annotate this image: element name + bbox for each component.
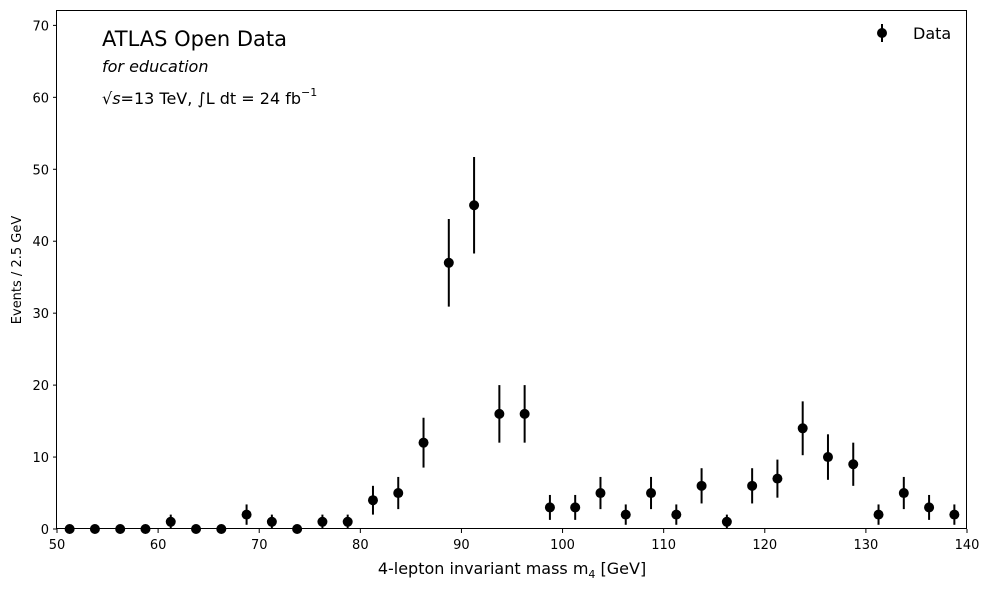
data-point <box>898 488 909 499</box>
energy-s: s <box>112 89 120 108</box>
data-point <box>342 516 353 527</box>
annotation-subtitle: for education <box>102 57 208 76</box>
legend-label: Data <box>913 24 951 43</box>
x-tick-label: 130 <box>853 538 878 553</box>
data-point <box>443 257 454 268</box>
x-axis-title-sub: 4 <box>588 568 595 581</box>
data-point <box>241 509 252 520</box>
data-point <box>822 452 833 463</box>
y-tick-label: 20 <box>32 379 49 394</box>
y-axis-title: Events / 2.5 GeV <box>10 216 25 325</box>
x-axis-title-main: 4-lepton invariant mass m <box>378 559 589 578</box>
data-point <box>620 509 631 520</box>
energy-sqrt: √ <box>102 89 113 108</box>
x-tick-label: 50 <box>49 538 66 553</box>
y-tick-label: 60 <box>32 91 49 106</box>
x-tick-label: 140 <box>955 538 980 553</box>
data-point <box>266 516 277 527</box>
x-tick-label: 90 <box>453 538 470 553</box>
data-point <box>317 516 328 527</box>
annotation-energy: √s=13 TeV, ∫L dt = 24 fb−1 <box>102 86 317 108</box>
energy-sup: −1 <box>301 86 317 99</box>
data-point <box>772 473 783 484</box>
energy-text: =13 TeV, ∫L dt = 24 fb <box>121 89 301 108</box>
plot-frame <box>56 10 967 529</box>
ticks-layer: 50 60 70 80 90 100 110 120 130 140 0 10 20 30 40 50 60 70 <box>32 19 979 553</box>
x-tick-label: 110 <box>651 538 676 553</box>
x-tick-label: 80 <box>352 538 369 553</box>
data-point <box>544 502 555 513</box>
data-point <box>924 502 935 513</box>
data-point <box>671 509 682 520</box>
annotation-title: ATLAS Open Data <box>102 27 287 51</box>
data-point <box>595 488 606 499</box>
y-tick-label: 70 <box>32 19 49 34</box>
x-axis-title: 4-lepton invariant mass m4 [GeV] <box>378 559 646 581</box>
data-layer <box>64 156 960 534</box>
data-point <box>721 516 732 527</box>
data-point <box>696 480 707 491</box>
legend-marker <box>877 28 887 38</box>
data-point <box>494 408 505 419</box>
legend: Data <box>877 24 951 43</box>
y-tick-label: 0 <box>41 523 49 538</box>
x-tick-label: 70 <box>251 538 268 553</box>
data-point <box>519 408 530 419</box>
data-point <box>570 502 581 513</box>
data-point <box>418 437 429 448</box>
data-point <box>367 495 378 506</box>
x-tick-label: 100 <box>550 538 575 553</box>
y-tick-label: 50 <box>32 163 49 178</box>
data-point <box>949 509 960 520</box>
x-tick-label: 120 <box>752 538 777 553</box>
data-point <box>873 509 884 520</box>
data-point <box>165 516 176 527</box>
data-point <box>393 488 404 499</box>
x-axis-title-unit: [GeV] <box>595 559 646 578</box>
data-point <box>646 488 657 499</box>
data-point <box>747 480 758 491</box>
data-point <box>797 423 808 434</box>
x-tick-label: 60 <box>150 538 167 553</box>
y-tick-label: 10 <box>32 451 49 466</box>
data-point <box>848 459 859 470</box>
y-tick-label: 40 <box>32 235 49 250</box>
y-tick-label: 30 <box>32 307 49 322</box>
data-point <box>469 200 480 211</box>
